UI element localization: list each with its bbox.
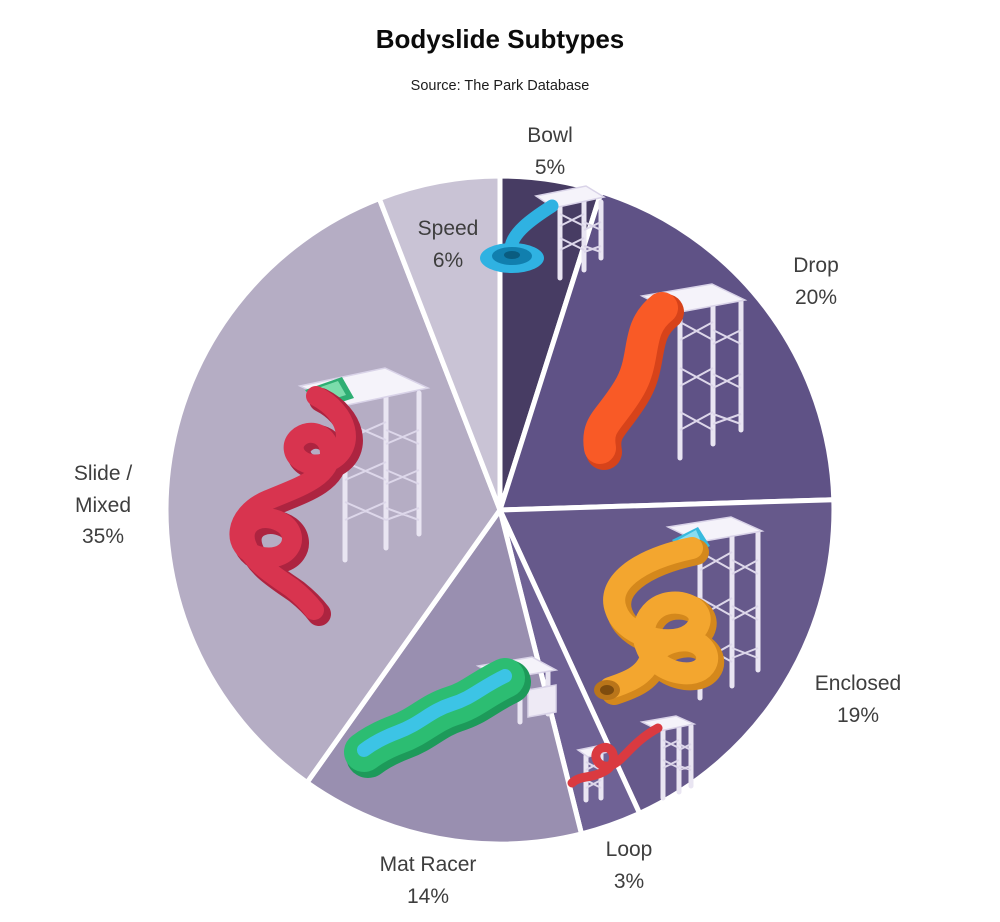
slice-label-bowl: Bowl 5% <box>527 120 573 183</box>
slice-percent: 20% <box>794 285 838 309</box>
spiral-slide-icon <box>229 367 431 626</box>
chart-title: Bodyslide Subtypes <box>375 24 625 54</box>
enclosed-slide-icon <box>594 516 765 705</box>
mat-racer-slide-icon <box>344 656 559 778</box>
slice-label-speed: Speed 6% <box>418 213 479 276</box>
stairs <box>527 684 557 718</box>
small-tower-braces <box>585 761 602 789</box>
tube-opening-inner <box>600 685 614 695</box>
pie-slice-speed <box>376 173 503 513</box>
slice-name: Drop <box>793 254 839 277</box>
tower-braces <box>344 421 420 521</box>
slice-percent: 3% <box>613 869 645 893</box>
chart-source: Source: The Park Database <box>410 78 590 94</box>
slice-name: Speed <box>417 217 479 240</box>
drop-slide-icon <box>583 283 748 470</box>
bowl-slide-icon <box>480 185 606 281</box>
tower-braces <box>559 213 602 253</box>
slice-percent: 5% <box>534 155 566 179</box>
enclosed-tube <box>599 537 719 699</box>
slice-name: Mat Racer <box>379 853 477 876</box>
slice-label-enclosed: Enclosed 19% <box>815 668 901 731</box>
slice-percent: 35% <box>81 525 125 548</box>
slice-label-loop: Loop 3% <box>606 834 653 897</box>
slice-name: Enclosed <box>814 672 902 695</box>
bowl-drain <box>504 251 520 259</box>
slice-percent: 19% <box>836 703 880 727</box>
tower-braces <box>662 739 692 771</box>
slice-name: Loop <box>605 838 653 861</box>
loop-slide-icon <box>567 715 697 803</box>
slice-name: Slide / Mixed <box>73 462 133 517</box>
tower-braces <box>679 321 742 431</box>
drop-flume <box>583 292 678 464</box>
loop-tube <box>567 723 663 788</box>
pie-slice-slide_mixed <box>163 196 503 786</box>
slice-label-drop: Drop 20% <box>793 250 839 313</box>
spiral-flume <box>229 386 356 620</box>
mat-water-stripe <box>357 669 512 757</box>
slice-label-mat-racer: Mat Racer 14% <box>380 849 477 912</box>
slice-label-slide-mixed: Slide / Mixed 35% <box>74 458 132 553</box>
slice-percent: 6% <box>432 248 464 272</box>
slice-name: Bowl <box>527 124 573 147</box>
slice-percent: 14% <box>406 884 450 908</box>
